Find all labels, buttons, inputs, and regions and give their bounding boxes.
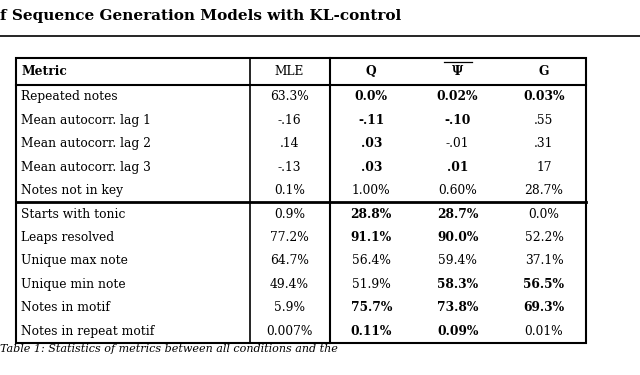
Text: 0.0%: 0.0% [529, 207, 559, 220]
Text: 28.7%: 28.7% [525, 184, 563, 197]
Text: -.11: -.11 [358, 114, 385, 127]
Text: 0.1%: 0.1% [274, 184, 305, 197]
Text: 64.7%: 64.7% [270, 254, 309, 267]
Text: 0.007%: 0.007% [266, 325, 313, 338]
Text: Notes not in key: Notes not in key [21, 184, 123, 197]
Text: 1.00%: 1.00% [352, 184, 390, 197]
Text: 90.0%: 90.0% [437, 231, 478, 244]
Text: Metric: Metric [21, 65, 67, 78]
Text: 56.5%: 56.5% [524, 278, 564, 291]
Text: 28.7%: 28.7% [437, 207, 478, 220]
Text: -.13: -.13 [278, 160, 301, 174]
Text: Starts with tonic: Starts with tonic [21, 207, 125, 220]
Text: 51.9%: 51.9% [352, 278, 390, 291]
Text: .55: .55 [534, 114, 554, 127]
Text: .03: .03 [360, 160, 382, 174]
Text: 5.9%: 5.9% [274, 301, 305, 314]
Text: Mean autocorr. lag 1: Mean autocorr. lag 1 [21, 114, 151, 127]
Text: Unique max note: Unique max note [21, 254, 128, 267]
Text: 0.0%: 0.0% [355, 90, 388, 104]
Text: 0.02%: 0.02% [437, 90, 478, 104]
Text: Mean autocorr. lag 2: Mean autocorr. lag 2 [21, 137, 151, 150]
Text: 58.3%: 58.3% [437, 278, 478, 291]
Text: Mean autocorr. lag 3: Mean autocorr. lag 3 [21, 160, 151, 174]
Text: 56.4%: 56.4% [352, 254, 390, 267]
Text: 91.1%: 91.1% [351, 231, 392, 244]
Text: Q: Q [366, 65, 376, 78]
Text: 17: 17 [536, 160, 552, 174]
Text: 0.01%: 0.01% [525, 325, 563, 338]
Text: Ψ: Ψ [452, 65, 463, 78]
Text: 0.60%: 0.60% [438, 184, 477, 197]
Text: 77.2%: 77.2% [270, 231, 309, 244]
Text: G: G [539, 65, 549, 78]
Text: 37.1%: 37.1% [525, 254, 563, 267]
Text: 69.3%: 69.3% [524, 301, 564, 314]
Text: Notes in motif: Notes in motif [21, 301, 110, 314]
Text: Repeated notes: Repeated notes [21, 90, 118, 104]
Text: 75.7%: 75.7% [351, 301, 392, 314]
Text: 52.2%: 52.2% [525, 231, 563, 244]
Text: 49.4%: 49.4% [270, 278, 309, 291]
Text: Notes in repeat motif: Notes in repeat motif [21, 325, 154, 338]
Text: MLE: MLE [275, 65, 304, 78]
Text: f Sequence Generation Models with KL-control: f Sequence Generation Models with KL-con… [0, 9, 401, 23]
Text: .03: .03 [360, 137, 382, 150]
Text: 59.4%: 59.4% [438, 254, 477, 267]
Bar [16, 58, 586, 343]
Text: -.01: -.01 [446, 137, 469, 150]
Text: -.16: -.16 [278, 114, 301, 127]
Text: Leaps resolved: Leaps resolved [21, 231, 115, 244]
Text: Unique min note: Unique min note [21, 278, 125, 291]
Text: .01: .01 [447, 160, 468, 174]
Text: 0.09%: 0.09% [437, 325, 478, 338]
Text: .14: .14 [280, 137, 300, 150]
Text: 0.9%: 0.9% [274, 207, 305, 220]
Text: 28.8%: 28.8% [351, 207, 392, 220]
Text: 0.03%: 0.03% [524, 90, 564, 104]
Text: Table 1: Statistics of metrics between all conditions and the: Table 1: Statistics of metrics between a… [0, 344, 338, 354]
Text: 63.3%: 63.3% [270, 90, 309, 104]
Text: 73.8%: 73.8% [437, 301, 478, 314]
Text: -.10: -.10 [444, 114, 471, 127]
Text: 0.11%: 0.11% [351, 325, 392, 338]
Text: .31: .31 [534, 137, 554, 150]
